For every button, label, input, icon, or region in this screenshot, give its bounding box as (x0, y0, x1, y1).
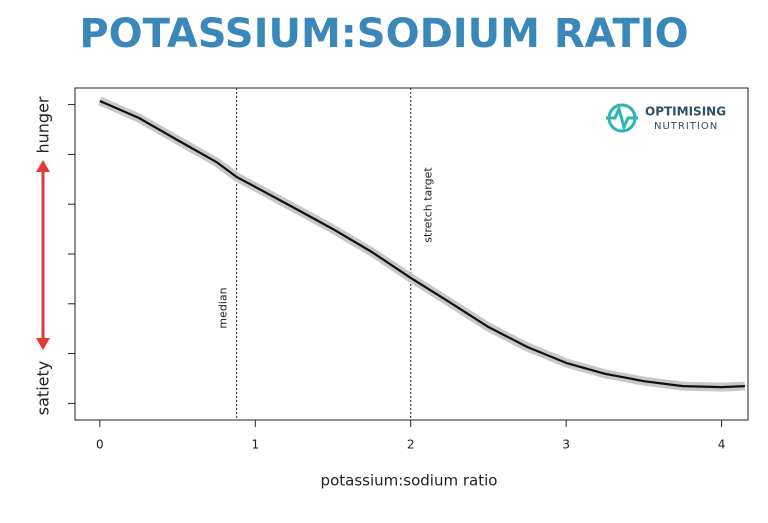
y-label-bottom: satiety (34, 361, 53, 415)
x-tick-label: 2 (407, 438, 415, 452)
x-tick-label: 0 (96, 438, 104, 452)
logo-text: NUTRITION (654, 121, 718, 132)
x-axis-label: potassium:sodium ratio (321, 472, 498, 490)
x-tick-label: 1 (251, 438, 259, 452)
confidence-band (98, 96, 746, 392)
y-label-top: hunger (34, 96, 53, 153)
chart-title: POTASSIUM:SODIUM RATIO (79, 11, 688, 57)
logo-text: OPTIMISING (645, 105, 726, 119)
arrow (36, 160, 50, 350)
reference-label: median (217, 287, 230, 328)
logo: OPTIMISING NUTRITION (606, 103, 726, 133)
line (99, 99, 745, 389)
x-tick-label: 3 (562, 438, 570, 452)
reference-label: stretch target (422, 167, 435, 243)
x-tick-label: 4 (718, 438, 726, 452)
